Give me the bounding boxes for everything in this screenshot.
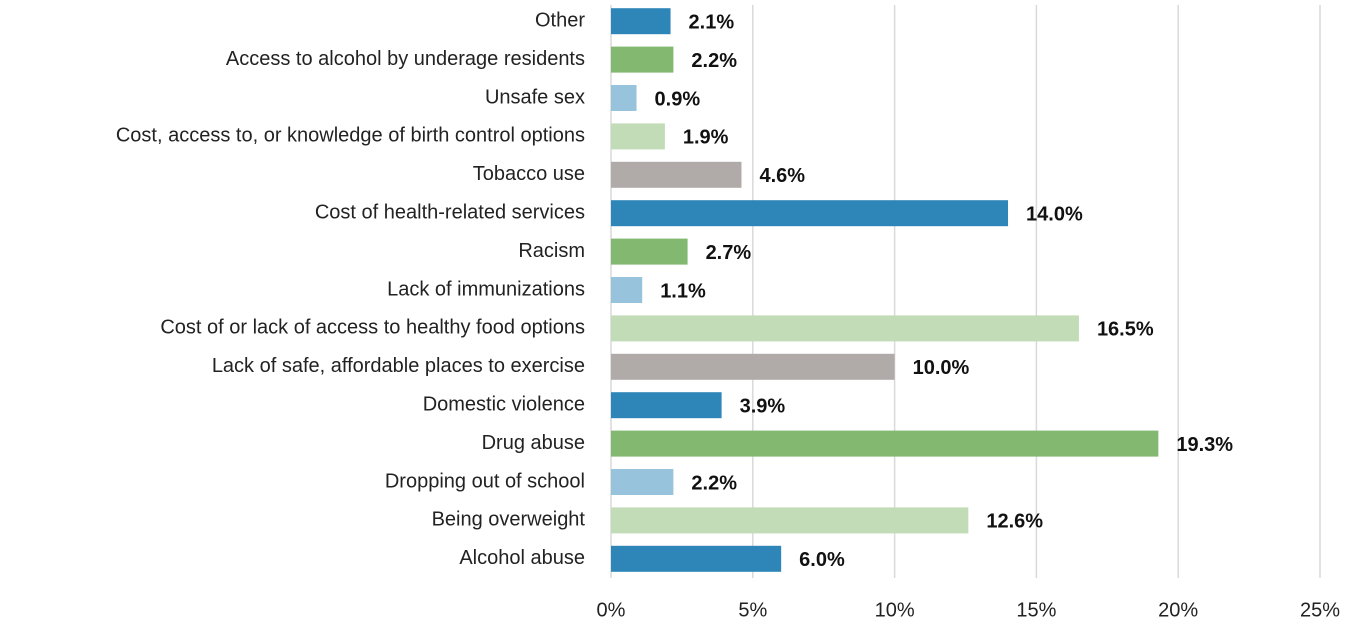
y-tick-label: Cost of health-related services	[315, 201, 585, 223]
bar	[611, 392, 722, 419]
y-tick-label: Lack of immunizations	[387, 278, 585, 300]
y-tick-label: Alcohol abuse	[459, 547, 585, 569]
y-tick-label: Drug abuse	[482, 432, 585, 454]
value-label: 16.5%	[1097, 319, 1154, 341]
x-tick-label: 10%	[875, 599, 915, 621]
bar	[611, 315, 1079, 342]
y-tick-label: Unsafe sex	[485, 86, 585, 108]
bar	[611, 545, 782, 572]
y-tick-label: Cost of or lack of access to healthy foo…	[160, 317, 585, 339]
value-label: 2.2%	[691, 472, 737, 494]
bar	[611, 469, 674, 495]
value-label: 3.9%	[740, 395, 786, 417]
value-label: 0.9%	[655, 88, 701, 110]
value-label: 6.0%	[799, 549, 845, 571]
bar	[611, 507, 969, 534]
y-tick-label: Lack of safe, affordable places to exerc…	[212, 355, 585, 377]
x-tick-label: 5%	[738, 599, 767, 621]
bar	[611, 200, 1009, 227]
y-tick-label: Racism	[518, 240, 585, 262]
bar	[611, 85, 637, 111]
bar	[611, 123, 665, 150]
value-label: 14.0%	[1026, 203, 1083, 225]
y-tick-label: Access to alcohol by underage residents	[226, 48, 585, 70]
y-tick-label: Domestic violence	[423, 393, 585, 415]
y-tick-label: Dropping out of school	[385, 470, 585, 492]
value-label: 12.6%	[986, 511, 1043, 533]
value-label: 1.1%	[660, 280, 706, 302]
bar	[611, 161, 742, 188]
y-tick-label: Being overweight	[432, 509, 586, 531]
bar	[611, 353, 895, 380]
value-label: 19.3%	[1176, 434, 1233, 456]
value-label: 10.0%	[913, 357, 970, 379]
value-label: 1.9%	[683, 127, 729, 149]
bar	[611, 46, 674, 73]
y-tick-label: Cost, access to, or knowledge of birth c…	[116, 125, 585, 147]
bar	[611, 8, 671, 35]
bar	[611, 430, 1159, 457]
x-tick-label: 15%	[1016, 599, 1056, 621]
value-label: 2.7%	[706, 242, 752, 264]
y-tick-label: Tobacco use	[473, 163, 585, 185]
value-label: 4.6%	[759, 165, 805, 187]
x-tick-label: 25%	[1300, 599, 1340, 621]
x-tick-label: 20%	[1158, 599, 1198, 621]
value-label: 2.1%	[689, 11, 735, 33]
bar	[611, 238, 688, 265]
x-tick-label: 0%	[597, 599, 626, 621]
y-tick-label: Other	[535, 9, 585, 31]
value-label: 2.2%	[691, 50, 737, 72]
bar	[611, 277, 643, 303]
